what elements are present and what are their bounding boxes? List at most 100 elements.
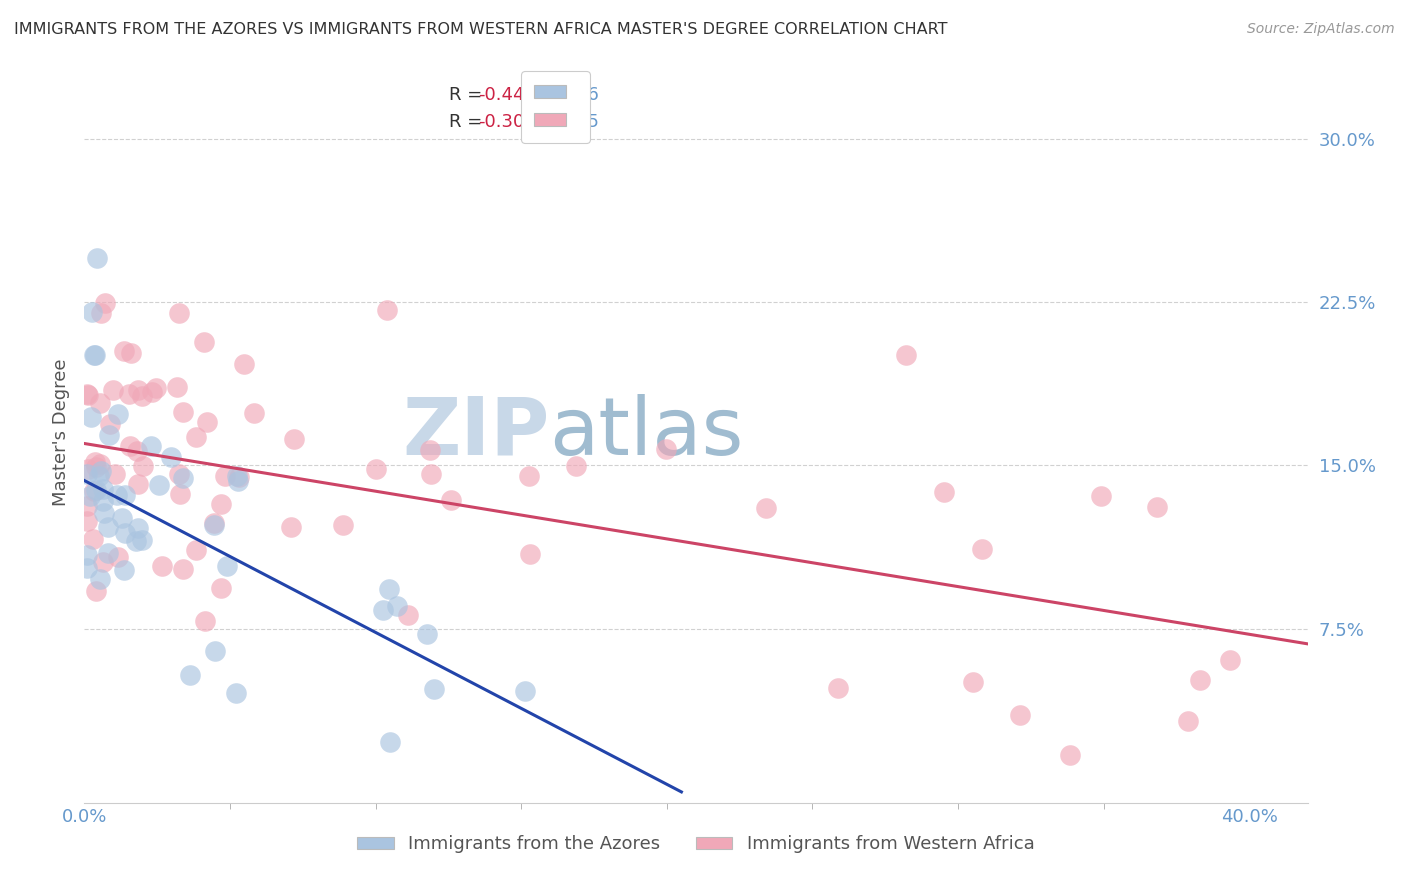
- Point: [139, 439, 162, 453]
- Point: [83, 348, 105, 362]
- Point: [172, 405, 194, 419]
- Point: [371, 602, 394, 616]
- Point: [416, 627, 439, 641]
- Point: [283, 433, 305, 447]
- Text: -0.440: -0.440: [478, 86, 536, 104]
- Point: [195, 415, 218, 429]
- Point: [184, 430, 207, 444]
- Point: [655, 442, 678, 456]
- Point: [93, 555, 115, 569]
- Point: [114, 488, 136, 502]
- Point: [184, 542, 207, 557]
- Point: [131, 389, 153, 403]
- Point: [93, 507, 115, 521]
- Point: [419, 467, 441, 482]
- Point: [79, 489, 101, 503]
- Point: [112, 344, 135, 359]
- Text: 46: 46: [576, 86, 599, 104]
- Point: [84, 584, 107, 599]
- Point: [79, 409, 101, 424]
- Point: [127, 384, 149, 398]
- Text: IMMIGRANTS FROM THE AZORES VS IMMIGRANTS FROM WESTERN AFRICA MASTER'S DEGREE COR: IMMIGRANTS FROM THE AZORES VS IMMIGRANTS…: [14, 22, 948, 37]
- Point: [217, 559, 239, 574]
- Point: [214, 469, 236, 483]
- Point: [89, 457, 111, 471]
- Point: [127, 521, 149, 535]
- Point: [1189, 673, 1212, 688]
- Point: [89, 469, 111, 483]
- Point: [225, 686, 247, 700]
- Point: [172, 471, 194, 485]
- Point: [378, 582, 401, 597]
- Point: [204, 644, 226, 658]
- Point: [89, 572, 111, 586]
- Point: [226, 468, 249, 483]
- Point: [1010, 708, 1032, 723]
- Point: [366, 462, 388, 476]
- Point: [375, 302, 398, 317]
- Point: [118, 439, 141, 453]
- Point: [519, 547, 541, 561]
- Point: [76, 387, 98, 401]
- Point: [332, 518, 354, 533]
- Point: [76, 548, 98, 562]
- Point: [1090, 489, 1112, 503]
- Text: Source: ZipAtlas.com: Source: ZipAtlas.com: [1247, 22, 1395, 37]
- Text: R =: R =: [449, 86, 488, 104]
- Point: [120, 346, 142, 360]
- Point: [1146, 500, 1168, 514]
- Point: [105, 488, 128, 502]
- Point: [101, 383, 124, 397]
- Point: [76, 499, 98, 513]
- Point: [91, 494, 114, 508]
- Point: [962, 675, 984, 690]
- Point: [84, 483, 107, 497]
- Point: [169, 305, 191, 319]
- Legend: Immigrants from the Azores, Immigrants from Western Africa: Immigrants from the Azores, Immigrants f…: [350, 828, 1042, 861]
- Point: [167, 467, 190, 481]
- Point: [89, 396, 111, 410]
- Point: [141, 384, 163, 399]
- Point: [77, 388, 100, 402]
- Point: [127, 477, 149, 491]
- Point: [166, 379, 188, 393]
- Point: [118, 387, 141, 401]
- Point: [827, 681, 849, 696]
- Point: [84, 459, 107, 474]
- Point: [97, 520, 120, 534]
- Point: [86, 251, 108, 265]
- Point: [172, 562, 194, 576]
- Point: [83, 347, 105, 361]
- Point: [159, 450, 181, 465]
- Text: 75: 75: [576, 112, 599, 130]
- Point: [169, 487, 191, 501]
- Point: [226, 475, 249, 489]
- Text: atlas: atlas: [550, 393, 744, 472]
- Point: [131, 533, 153, 548]
- Point: [145, 381, 167, 395]
- Point: [107, 550, 129, 565]
- Point: [204, 517, 226, 532]
- Text: ZIP: ZIP: [402, 393, 550, 472]
- Point: [77, 461, 100, 475]
- Point: [104, 467, 127, 481]
- Point: [179, 668, 201, 682]
- Point: [896, 348, 918, 362]
- Point: [209, 581, 232, 595]
- Text: N =: N =: [534, 86, 586, 104]
- Point: [97, 546, 120, 560]
- Point: [243, 406, 266, 420]
- Point: [970, 541, 993, 556]
- Point: [1219, 653, 1241, 667]
- Point: [148, 478, 170, 492]
- Point: [440, 493, 463, 508]
- Point: [194, 614, 217, 628]
- Point: [513, 683, 536, 698]
- Point: [209, 497, 232, 511]
- Point: [111, 511, 134, 525]
- Y-axis label: Master's Degree: Master's Degree: [52, 359, 70, 507]
- Point: [97, 427, 120, 442]
- Point: [385, 599, 408, 613]
- Point: [1177, 714, 1199, 729]
- Point: [132, 458, 155, 473]
